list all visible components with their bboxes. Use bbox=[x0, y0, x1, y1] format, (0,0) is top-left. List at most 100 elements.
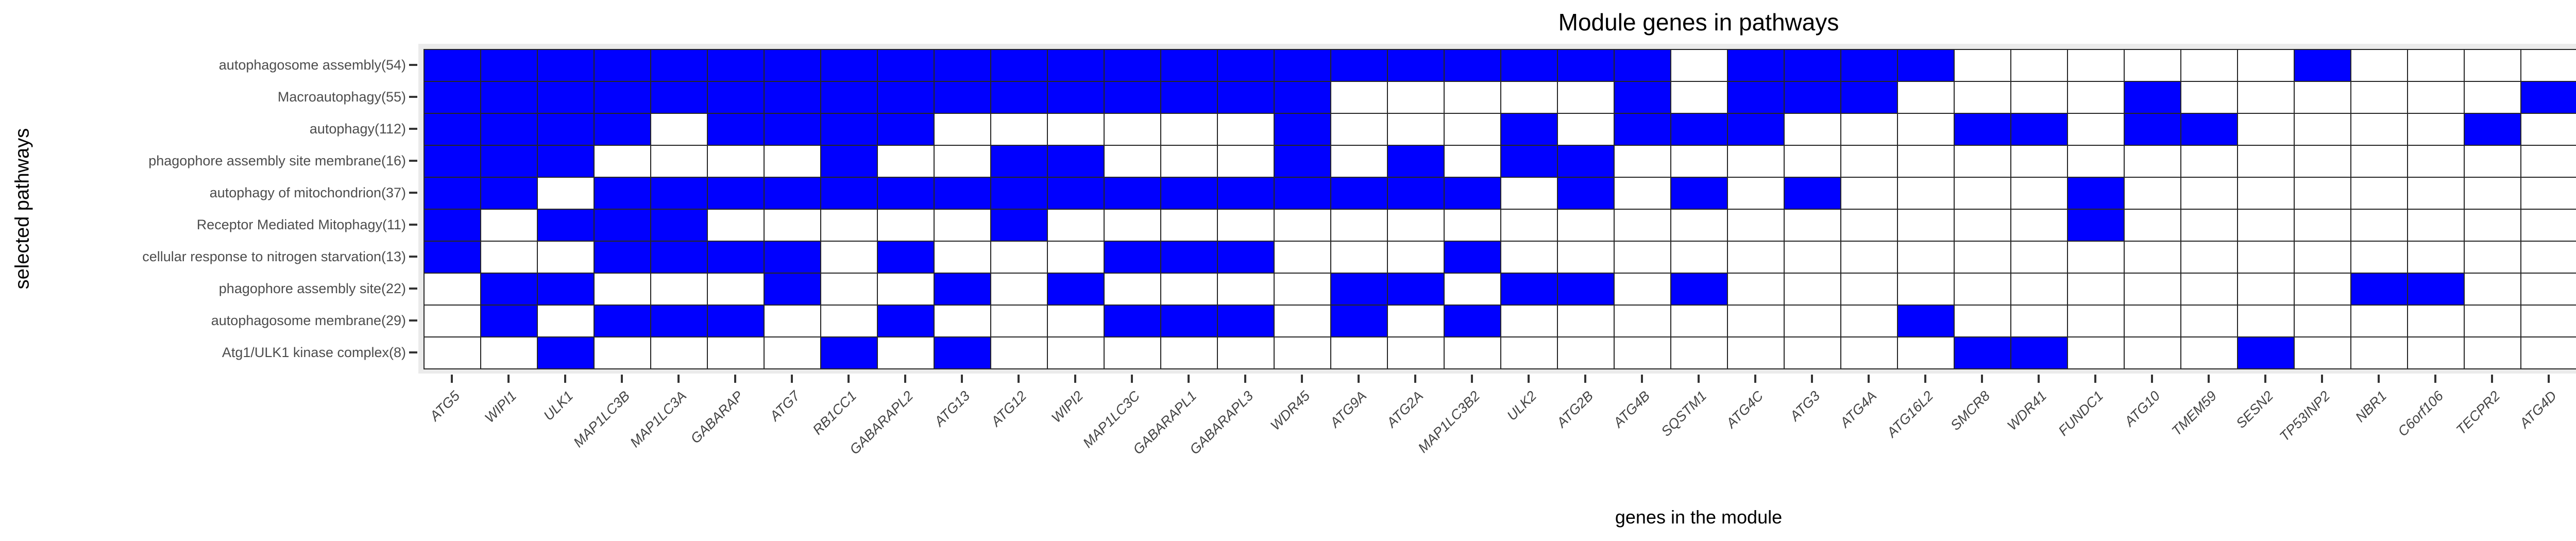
heatmap-cell bbox=[1615, 210, 1671, 242]
heatmap-cell bbox=[1955, 50, 2011, 82]
y-axis-label: phagophore assembly site(22) bbox=[218, 281, 406, 296]
heatmap-cell bbox=[1558, 178, 1615, 210]
heatmap-cell bbox=[1671, 337, 1728, 369]
heatmap-cell bbox=[2465, 178, 2521, 210]
heatmap-cell bbox=[2181, 82, 2238, 114]
x-tick-mark bbox=[2151, 375, 2153, 383]
heatmap-cell bbox=[2125, 178, 2181, 210]
heatmap-cell bbox=[425, 82, 481, 114]
heatmap-cell bbox=[651, 337, 708, 369]
heatmap-cell bbox=[1388, 178, 1445, 210]
x-tick-mark bbox=[1528, 375, 1530, 383]
heatmap-cell bbox=[821, 178, 878, 210]
heatmap-cell bbox=[1898, 114, 1955, 146]
heatmap-cell bbox=[1105, 50, 1161, 82]
heatmap-cell bbox=[878, 82, 935, 114]
heatmap-cell bbox=[1671, 178, 1728, 210]
heatmap-cell bbox=[821, 114, 878, 146]
heatmap-cell bbox=[2181, 210, 2238, 242]
heatmap-cell bbox=[1558, 114, 1615, 146]
heatmap-cell bbox=[1955, 306, 2011, 337]
heatmap-cell bbox=[1445, 274, 1501, 306]
heatmap-cell bbox=[765, 242, 821, 274]
x-tick-mark bbox=[1811, 375, 1813, 383]
heatmap-cell bbox=[1048, 306, 1105, 337]
heatmap-cell bbox=[1218, 146, 1275, 178]
heatmap-cell bbox=[538, 242, 595, 274]
heatmap-cell bbox=[1558, 274, 1615, 306]
heatmap-cell bbox=[2521, 210, 2576, 242]
heatmap-cell bbox=[1275, 242, 1331, 274]
heatmap-cell bbox=[2295, 274, 2351, 306]
heatmap-cell bbox=[1218, 82, 1275, 114]
heatmap-cell bbox=[991, 274, 1048, 306]
heatmap-cell bbox=[1275, 274, 1331, 306]
heatmap-cell bbox=[2521, 306, 2576, 337]
heatmap-cell bbox=[1275, 337, 1331, 369]
heatmap-cell bbox=[651, 114, 708, 146]
heatmap-cell bbox=[1218, 114, 1275, 146]
heatmap-cell bbox=[708, 146, 765, 178]
heatmap-cell bbox=[1331, 210, 1388, 242]
heatmap-cell bbox=[1955, 242, 2011, 274]
x-tick-mark bbox=[2208, 375, 2210, 383]
heatmap-cell bbox=[1558, 306, 1615, 337]
heatmap-cell bbox=[991, 178, 1048, 210]
heatmap-cell bbox=[1275, 178, 1331, 210]
heatmap-cell bbox=[2465, 82, 2521, 114]
heatmap-cell bbox=[1275, 114, 1331, 146]
y-tick-mark bbox=[409, 192, 417, 194]
heatmap-cell bbox=[1501, 114, 1558, 146]
heatmap-cell bbox=[1785, 114, 1841, 146]
x-tick-mark bbox=[1074, 375, 1076, 383]
heatmap-cell bbox=[878, 178, 935, 210]
heatmap-cell bbox=[821, 210, 878, 242]
heatmap-cell bbox=[1558, 210, 1615, 242]
heatmap-cell bbox=[595, 306, 651, 337]
heatmap-cell bbox=[651, 242, 708, 274]
heatmap-cell bbox=[425, 178, 481, 210]
heatmap-cell bbox=[651, 50, 708, 82]
heatmap-cell bbox=[1558, 242, 1615, 274]
heatmap-cell bbox=[878, 274, 935, 306]
heatmap-cell bbox=[651, 274, 708, 306]
heatmap-cell bbox=[2068, 337, 2125, 369]
heatmap-cell bbox=[538, 274, 595, 306]
heatmap-cell bbox=[2408, 337, 2465, 369]
heatmap-cell bbox=[765, 337, 821, 369]
heatmap-cell bbox=[1501, 210, 1558, 242]
x-tick-mark bbox=[2434, 375, 2436, 383]
heatmap-cell bbox=[1445, 210, 1501, 242]
x-tick-mark bbox=[451, 375, 453, 383]
heatmap-cell bbox=[1728, 114, 1785, 146]
x-tick-mark bbox=[1131, 375, 1133, 383]
heatmap-cell bbox=[1671, 274, 1728, 306]
heatmap-cell bbox=[1445, 50, 1501, 82]
heatmap-cell bbox=[2351, 274, 2408, 306]
heatmap-cell bbox=[1105, 306, 1161, 337]
heatmap-cell bbox=[1275, 146, 1331, 178]
heatmap-cell bbox=[1161, 50, 1218, 82]
heatmap-cell bbox=[2011, 114, 2068, 146]
heatmap-cell bbox=[1785, 146, 1841, 178]
heatmap-cell bbox=[1501, 178, 1558, 210]
heatmap-cell bbox=[708, 178, 765, 210]
heatmap-cell bbox=[1275, 210, 1331, 242]
x-tick-mark bbox=[1301, 375, 1303, 383]
heatmap-cell bbox=[538, 210, 595, 242]
y-axis-label: autophagosome membrane(29) bbox=[211, 313, 406, 328]
heatmap-cell bbox=[765, 210, 821, 242]
heatmap-cell bbox=[1785, 210, 1841, 242]
heatmap-cell bbox=[1218, 337, 1275, 369]
heatmap-cell bbox=[2408, 146, 2465, 178]
heatmap-cell bbox=[1785, 306, 1841, 337]
heatmap-cell bbox=[425, 210, 481, 242]
heatmap-cell bbox=[1501, 306, 1558, 337]
heatmap-cell bbox=[1841, 242, 1898, 274]
heatmap-cell bbox=[1955, 146, 2011, 178]
heatmap-cell bbox=[1558, 146, 1615, 178]
heatmap-cell bbox=[1048, 242, 1105, 274]
heatmap-cell bbox=[1615, 306, 1671, 337]
heatmap-cell bbox=[481, 50, 538, 82]
x-tick-mark bbox=[1414, 375, 1416, 383]
